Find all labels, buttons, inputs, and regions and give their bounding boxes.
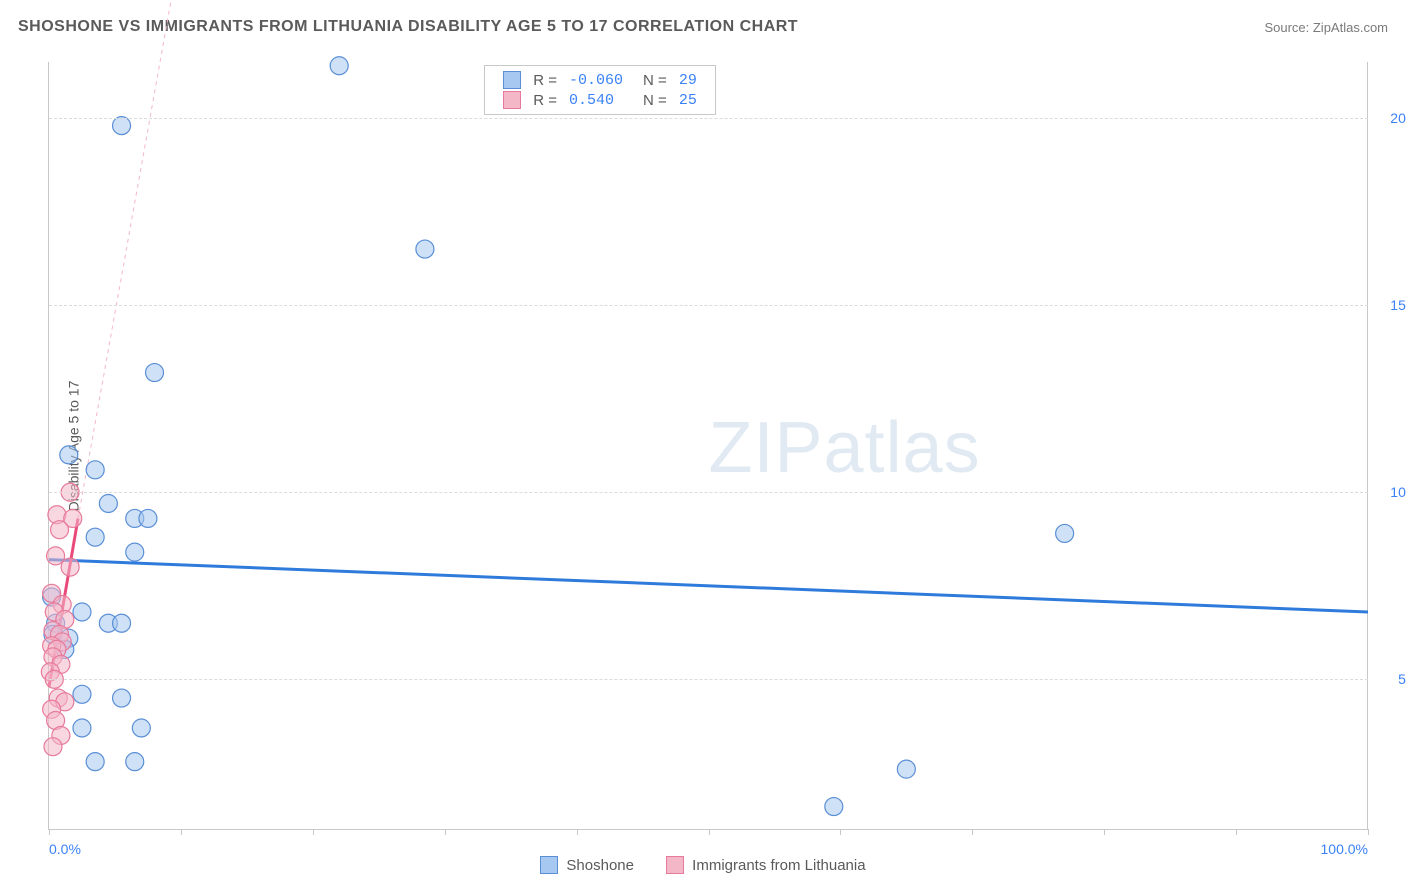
data-point — [330, 57, 348, 75]
legend-label-2: Immigrants from Lithuania — [692, 857, 865, 874]
gridline — [49, 492, 1368, 493]
data-point — [897, 760, 915, 778]
chart-plot-area: ZIPatlas R = -0.060 N = 29 R = 0.540 N =… — [48, 62, 1368, 830]
data-point — [113, 117, 131, 135]
data-point — [825, 798, 843, 816]
series-legend: Shoshone Immigrants from Lithuania — [0, 856, 1406, 878]
r-label-2: R = — [527, 90, 563, 110]
n-value-2: 25 — [673, 90, 703, 110]
data-point — [44, 738, 62, 756]
data-point — [51, 521, 69, 539]
data-point — [60, 446, 78, 464]
data-point — [99, 494, 117, 512]
legend-item-1: Shoshone — [540, 856, 634, 874]
data-point — [132, 719, 150, 737]
legend-swatch-series-1 — [540, 856, 558, 874]
source-attribution: Source: ZipAtlas.com — [1264, 20, 1388, 35]
data-point — [416, 240, 434, 258]
x-tick-label: 100.0% — [1321, 841, 1368, 857]
data-point — [126, 543, 144, 561]
x-tick — [972, 829, 973, 835]
x-tick — [1104, 829, 1105, 835]
legend-row-series-1: R = -0.060 N = 29 — [497, 70, 703, 90]
regression-line — [49, 560, 1368, 612]
n-value-1: 29 — [673, 70, 703, 90]
n-label-2: N = — [629, 90, 673, 110]
data-point — [126, 753, 144, 771]
x-tick-label: 0.0% — [49, 841, 81, 857]
x-tick — [49, 829, 50, 835]
data-point — [73, 685, 91, 703]
data-point — [146, 364, 164, 382]
data-point — [86, 528, 104, 546]
legend-swatch-series-2 — [666, 856, 684, 874]
regression-line — [78, 0, 184, 518]
x-tick — [709, 829, 710, 835]
gridline — [49, 679, 1368, 680]
legend-label-1: Shoshone — [566, 857, 634, 874]
data-point — [86, 753, 104, 771]
x-tick — [577, 829, 578, 835]
legend-item-2: Immigrants from Lithuania — [666, 856, 865, 874]
legend-swatch-1 — [503, 71, 521, 89]
x-tick — [181, 829, 182, 835]
legend-swatch-2 — [503, 91, 521, 109]
r-value-2: 0.540 — [563, 90, 629, 110]
y-tick-label: 10.0% — [1390, 484, 1406, 500]
y-tick-label: 15.0% — [1390, 297, 1406, 313]
gridline — [49, 118, 1368, 119]
gridline — [49, 305, 1368, 306]
r-label-1: R = — [527, 70, 563, 90]
scatter-plot-svg — [49, 62, 1368, 829]
data-point — [139, 509, 157, 527]
r-value-1: -0.060 — [563, 70, 629, 90]
chart-title: SHOSHONE VS IMMIGRANTS FROM LITHUANIA DI… — [18, 18, 798, 36]
x-tick — [840, 829, 841, 835]
data-point — [113, 614, 131, 632]
data-point — [73, 719, 91, 737]
correlation-legend: R = -0.060 N = 29 R = 0.540 N = 25 — [484, 65, 716, 115]
data-point — [61, 558, 79, 576]
n-label-1: N = — [629, 70, 673, 90]
data-point — [1056, 524, 1074, 542]
x-tick — [445, 829, 446, 835]
x-tick — [313, 829, 314, 835]
data-point — [113, 689, 131, 707]
x-tick — [1368, 829, 1369, 835]
legend-row-series-2: R = 0.540 N = 25 — [497, 90, 703, 110]
y-tick-label: 20.0% — [1390, 110, 1406, 126]
y-tick-label: 5.0% — [1398, 671, 1406, 687]
x-tick — [1236, 829, 1237, 835]
data-point — [86, 461, 104, 479]
data-point — [73, 603, 91, 621]
